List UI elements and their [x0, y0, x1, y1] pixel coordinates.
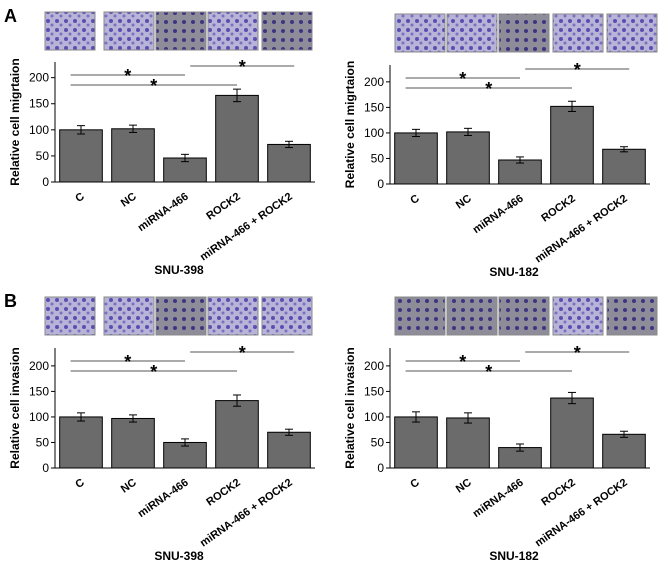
x-tick-label: NC [119, 191, 139, 210]
bar [446, 131, 490, 185]
bar [215, 400, 259, 469]
y-tick-label: 0 [42, 175, 49, 189]
significance-star: * [485, 362, 492, 382]
bar [394, 416, 438, 469]
bar [602, 148, 646, 185]
significance-star: * [459, 352, 466, 372]
x-tick-label: ROCK2 [204, 477, 242, 509]
y-axis-label: Relative cell invasion [343, 347, 357, 468]
x-tick-label: C [73, 477, 86, 491]
x-tick-label: miRNA-466 + ROCK2 [533, 477, 630, 550]
y-tick-label: 100 [364, 126, 384, 140]
y-tick-label: 100 [29, 410, 49, 424]
x-tick-label: ROCK2 [539, 193, 577, 225]
bar [394, 132, 438, 185]
significance-star: * [574, 60, 581, 80]
x-axis-label: SNU-182 [489, 265, 539, 279]
y-axis-label: Relative cell migrtaion [343, 61, 357, 188]
bar [550, 397, 594, 469]
y-tick-label: 200 [364, 359, 384, 373]
x-axis-label: SNU-398 [154, 549, 204, 563]
significance-star: * [485, 79, 492, 99]
x-tick-label: ROCK2 [539, 477, 577, 509]
significance-star: * [574, 343, 581, 363]
bar [59, 416, 103, 469]
significance-star: * [150, 76, 157, 96]
y-tick-label: 50 [36, 149, 50, 163]
y-axis-label: Relative cell invasion [8, 347, 22, 468]
bar [215, 94, 259, 183]
y-tick-label: 150 [29, 384, 49, 398]
y-tick-label: 0 [42, 461, 49, 475]
y-tick-label: 200 [29, 71, 49, 85]
significance-star: * [150, 362, 157, 382]
y-tick-label: 100 [29, 123, 49, 137]
x-tick-label: miRNA-466 [471, 193, 526, 236]
y-tick-label: 150 [29, 97, 49, 111]
x-tick-label: miRNA-466 [471, 477, 526, 520]
y-tick-label: 50 [371, 151, 385, 165]
bar [163, 441, 207, 469]
x-tick-label: miRNA-466 + ROCK2 [198, 191, 295, 264]
bar [602, 433, 646, 469]
x-tick-label: ROCK2 [204, 191, 242, 223]
x-tick-label: miRNA-466 [136, 191, 191, 234]
y-tick-label: 200 [29, 359, 49, 373]
x-axis-label: SNU-182 [489, 549, 539, 563]
bar [498, 159, 542, 185]
bar [111, 417, 155, 469]
significance-star: * [459, 69, 466, 89]
x-tick-label: NC [454, 477, 474, 496]
y-tick-label: 150 [364, 100, 384, 114]
bar [446, 417, 490, 469]
bar [267, 143, 311, 183]
x-tick-label: miRNA-466 [136, 477, 191, 520]
y-axis-label: Relative cell migrtaion [8, 58, 22, 185]
significance-star: * [239, 57, 246, 77]
y-tick-label: 200 [364, 75, 384, 89]
y-tick-label: 0 [377, 461, 384, 475]
x-tick-label: miRNA-466 + ROCK2 [198, 477, 295, 550]
y-tick-label: 150 [364, 384, 384, 398]
x-tick-label: miRNA-466 + ROCK2 [533, 193, 630, 266]
significance-star: * [124, 66, 131, 86]
y-tick-label: 50 [36, 435, 50, 449]
panel-label: A [4, 6, 17, 26]
significance-star: * [239, 343, 246, 363]
x-tick-label: NC [119, 477, 139, 496]
panel-label: B [4, 291, 17, 311]
x-tick-label: NC [454, 193, 474, 212]
micrographs [44, 11, 658, 336]
y-tick-label: 100 [364, 410, 384, 424]
x-tick-label: C [408, 477, 421, 491]
x-tick-label: C [73, 191, 86, 205]
x-axis-label: SNU-398 [154, 263, 204, 277]
significance-star: * [124, 352, 131, 372]
y-tick-label: 0 [377, 177, 384, 191]
bar [59, 129, 103, 183]
y-tick-label: 50 [371, 435, 385, 449]
bar [550, 105, 594, 185]
bar [111, 128, 155, 183]
x-tick-label: C [408, 193, 421, 207]
bar [267, 431, 311, 469]
